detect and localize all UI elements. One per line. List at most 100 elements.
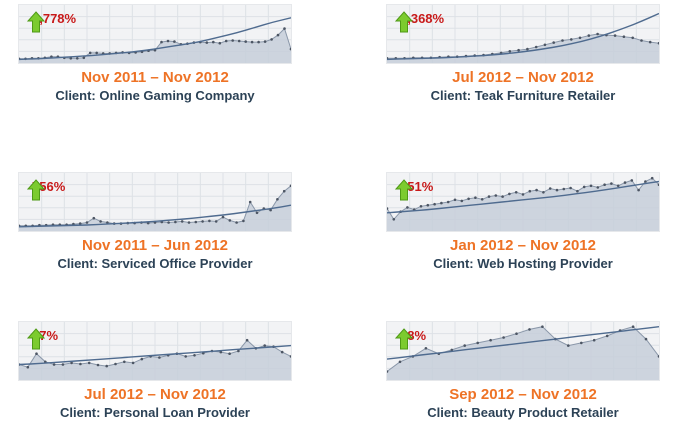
- data-point: [582, 185, 586, 189]
- data-point: [613, 34, 617, 37]
- data-point: [276, 198, 279, 201]
- series-area: [19, 340, 291, 380]
- data-point: [224, 39, 228, 43]
- data-point: [131, 361, 135, 365]
- data-point: [562, 187, 566, 191]
- data-point: [589, 184, 593, 188]
- green-up-arrow-icon: [395, 11, 413, 33]
- result-card-2: 1,368% Jul 2012 – Nov 2012 Client: Teak …: [386, 4, 660, 103]
- data-point: [92, 216, 96, 220]
- data-point: [501, 195, 504, 198]
- data-point: [88, 51, 92, 55]
- data-point: [26, 365, 30, 369]
- traffic-chart: 2,778%: [18, 4, 292, 64]
- date-range: Jan 2012 – Nov 2012: [450, 237, 596, 254]
- traffic-chart: 67%: [18, 321, 292, 381]
- growth-percent: 2,778%: [32, 11, 77, 26]
- data-point: [463, 344, 466, 347]
- data-point: [237, 349, 240, 353]
- client-name: Client: Online Gaming Company: [55, 88, 255, 103]
- data-point: [517, 48, 520, 52]
- growth-percent: 251%: [400, 179, 434, 194]
- traffic-chart: 251%: [386, 172, 660, 232]
- chart-svg: [387, 173, 659, 231]
- data-point: [433, 202, 436, 206]
- client-name: Client: Serviced Office Provider: [57, 256, 253, 271]
- data-point: [244, 40, 247, 43]
- data-point: [610, 182, 613, 185]
- data-point: [487, 195, 491, 198]
- data-point: [587, 34, 591, 37]
- data-point: [221, 215, 225, 219]
- data-point: [476, 341, 479, 345]
- data-point: [245, 338, 249, 342]
- data-point: [542, 191, 545, 194]
- data-point: [489, 338, 492, 342]
- data-point: [528, 189, 532, 193]
- result-card-6: 28% Sep 2012 – Nov 2012 Client: Beauty P…: [386, 321, 660, 420]
- data-point: [174, 220, 177, 224]
- data-point: [650, 176, 654, 180]
- data-point: [548, 187, 552, 190]
- growth-badge: 251%: [395, 179, 434, 201]
- data-point: [502, 336, 505, 339]
- data-point: [270, 38, 273, 41]
- data-point: [212, 40, 215, 44]
- data-point: [561, 39, 564, 42]
- data-point: [644, 337, 648, 341]
- data-point: [123, 360, 126, 364]
- data-point: [567, 344, 570, 347]
- data-point: [76, 57, 79, 60]
- data-point: [578, 36, 582, 40]
- traffic-chart: 1,368%: [386, 4, 660, 64]
- data-point: [630, 179, 634, 182]
- data-point: [85, 221, 89, 224]
- result-card-4: 251% Jan 2012 – Nov 2012 Client: Web Hos…: [386, 172, 660, 271]
- data-point: [269, 208, 272, 212]
- result-card-1: 2,778% Nov 2011 – Nov 2012 Client: Onlin…: [18, 4, 292, 103]
- trend-line: [387, 12, 659, 61]
- data-point: [228, 352, 231, 355]
- data-point: [406, 206, 409, 209]
- data-point: [657, 355, 659, 358]
- data-point: [193, 354, 196, 357]
- data-point: [242, 219, 245, 223]
- data-point: [644, 180, 647, 183]
- data-point: [622, 35, 626, 38]
- client-name: Client: Teak Furniture Retailer: [430, 88, 616, 103]
- data-point: [35, 352, 38, 355]
- data-point: [250, 40, 254, 44]
- data-point: [640, 39, 643, 42]
- trend-line: [19, 204, 291, 228]
- data-point: [419, 205, 423, 208]
- data-point: [228, 219, 232, 222]
- data-point: [446, 200, 450, 204]
- data-point: [187, 221, 191, 224]
- data-point: [424, 347, 428, 350]
- chart-svg: [19, 322, 291, 380]
- data-point: [235, 221, 238, 224]
- chart-svg: [19, 173, 291, 231]
- data-point: [528, 328, 531, 331]
- data-point: [263, 40, 267, 43]
- data-point: [467, 197, 470, 201]
- trend-line: [387, 180, 659, 214]
- date-range: Nov 2011 – Nov 2012: [81, 69, 229, 86]
- data-point: [580, 341, 583, 345]
- series-line: [387, 326, 659, 372]
- date-range: Nov 2011 – Jun 2012: [82, 237, 228, 254]
- data-point: [605, 334, 609, 338]
- chart-svg: [19, 5, 291, 63]
- data-point: [474, 196, 477, 199]
- data-point: [219, 350, 223, 354]
- date-range: Sep 2012 – Nov 2012: [449, 386, 597, 403]
- data-point: [631, 36, 634, 40]
- result-card-5: 67% Jul 2012 – Nov 2012 Client: Personal…: [18, 321, 292, 420]
- data-point: [450, 348, 454, 352]
- data-point: [657, 41, 659, 45]
- chart-svg: [387, 5, 659, 63]
- data-point: [160, 40, 163, 44]
- client-name: Client: Beauty Product Retailer: [427, 405, 619, 420]
- data-point: [637, 188, 640, 192]
- green-up-arrow-icon: [395, 328, 413, 350]
